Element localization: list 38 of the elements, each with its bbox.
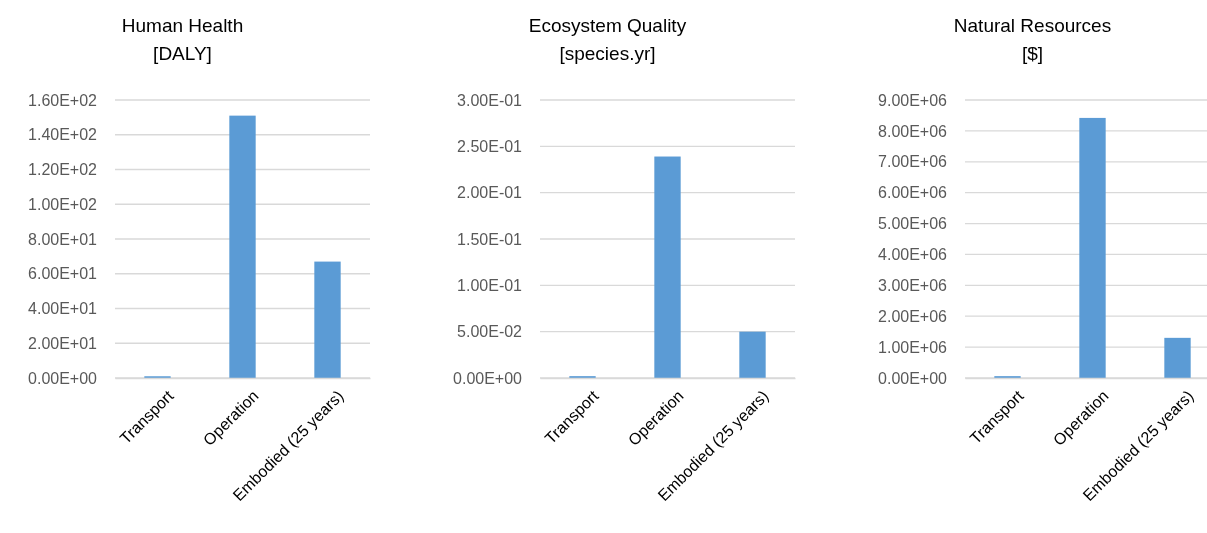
bar: [654, 156, 681, 378]
y-tick-label: 1.00E+02: [28, 195, 98, 213]
bar: [1164, 337, 1191, 378]
chart-title: Human Health: [121, 15, 244, 36]
y-tick-label: 5.00E+06: [878, 215, 948, 233]
y-tick-label: 5.00E-02: [457, 323, 523, 341]
y-tick-label: 2.00E+01: [28, 334, 98, 352]
y-tick-label: 8.00E+06: [878, 122, 948, 140]
chart-title: Natural Resources: [953, 15, 1112, 36]
y-tick-label: 8.00E+01: [28, 230, 98, 248]
chart-subtitle: [DALY]: [153, 43, 212, 64]
bar: [314, 261, 341, 378]
y-tick-label: 1.20E+02: [28, 161, 98, 179]
y-tick-label: 6.00E+06: [878, 184, 948, 202]
y-tick-label: 3.00E+06: [878, 276, 948, 294]
chart-title: Ecosystem Quality: [528, 15, 687, 36]
y-tick-label: 2.50E-01: [457, 137, 523, 155]
y-tick-label: 1.00E-01: [457, 276, 523, 294]
y-tick-label: 0.00E+00: [28, 369, 98, 387]
y-tick-label: 3.00E-01: [457, 91, 523, 109]
y-tick-label: 4.00E+06: [878, 246, 948, 264]
y-tick-label: 2.00E+06: [878, 307, 948, 325]
y-tick-label: 0.00E+00: [453, 369, 523, 387]
y-tick-label: 6.00E+01: [28, 265, 98, 283]
bar: [739, 331, 766, 378]
y-tick-label: 1.50E-01: [457, 230, 523, 248]
y-tick-label: 7.00E+06: [878, 153, 948, 171]
y-tick-label: 9.00E+06: [878, 91, 948, 109]
chart-subtitle: [$]: [1021, 43, 1044, 64]
y-tick-label: 1.60E+02: [28, 91, 98, 109]
y-tick-label: 2.00E-01: [457, 184, 523, 202]
y-tick-label: 1.00E+06: [878, 338, 948, 356]
y-tick-label: 1.40E+02: [28, 126, 98, 144]
y-tick-label: 0.00E+00: [878, 369, 948, 387]
chart-subtitle: [species.yr]: [559, 43, 656, 64]
y-tick-label: 4.00E+01: [28, 300, 98, 318]
bar: [229, 115, 256, 378]
bar: [1079, 117, 1106, 378]
